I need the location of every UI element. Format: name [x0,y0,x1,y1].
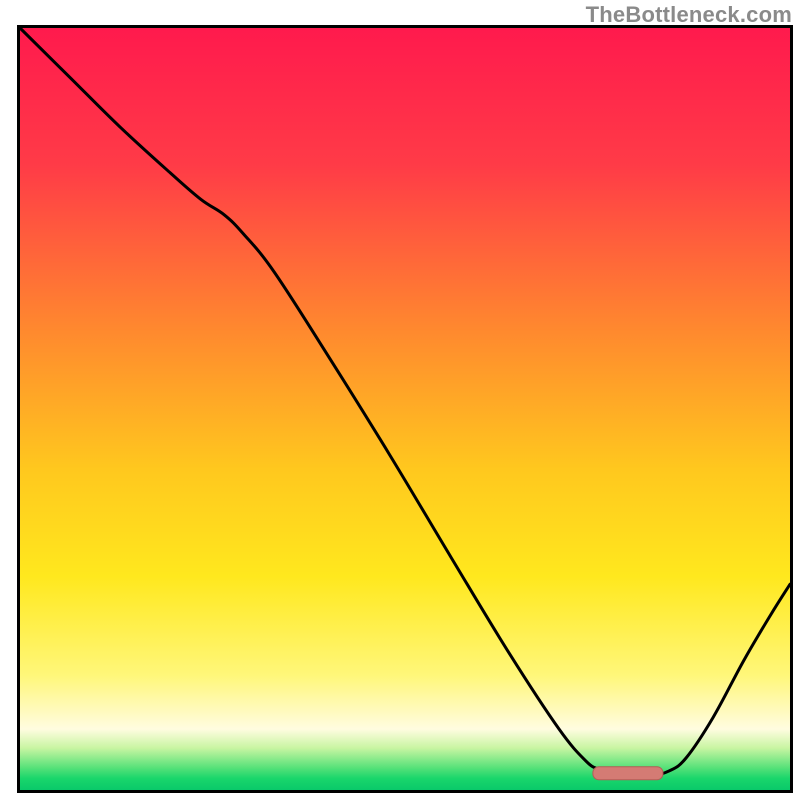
chart-root: TheBottleneck.com [0,0,800,800]
watermark-text: TheBottleneck.com [586,2,792,28]
optimal-range-marker [593,767,663,780]
chart-svg [0,0,800,800]
